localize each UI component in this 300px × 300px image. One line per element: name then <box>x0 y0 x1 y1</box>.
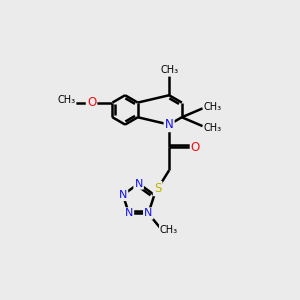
Text: CH₃: CH₃ <box>160 225 178 235</box>
Text: N: N <box>144 208 152 218</box>
Text: O: O <box>87 96 96 109</box>
Text: CH₃: CH₃ <box>160 65 178 75</box>
Text: S: S <box>154 182 161 195</box>
Text: CH₃: CH₃ <box>57 95 75 105</box>
Text: CH₃: CH₃ <box>204 123 222 133</box>
Text: CH₃: CH₃ <box>204 101 222 112</box>
Text: N: N <box>125 208 133 218</box>
Text: N: N <box>134 178 143 188</box>
Text: O: O <box>191 141 200 154</box>
Text: N: N <box>165 118 173 131</box>
Text: N: N <box>119 190 127 200</box>
